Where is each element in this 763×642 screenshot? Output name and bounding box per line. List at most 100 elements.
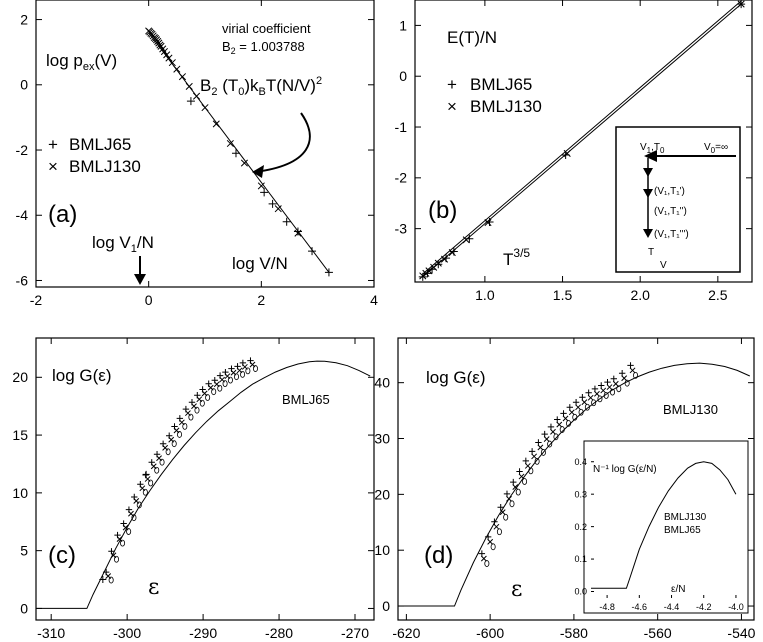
data-point-cross xyxy=(178,73,187,81)
data-point-plus xyxy=(194,392,201,399)
data-point-plus xyxy=(142,470,150,478)
y-tick-label: -6 xyxy=(16,272,29,288)
data-point-circle xyxy=(188,413,194,421)
data-point-cross xyxy=(556,421,563,428)
y-tick-label: 0.1 xyxy=(574,554,587,564)
data-point-circle xyxy=(211,388,217,396)
data-point-circle xyxy=(496,528,502,536)
inset-xlabel: ε/N xyxy=(671,584,685,595)
y-tick-label: 0 xyxy=(382,598,390,614)
data-point-circle xyxy=(515,488,521,496)
data-point-plus xyxy=(591,385,599,393)
x-tick-label: -4.4 xyxy=(664,602,680,612)
data-point-plus xyxy=(137,481,144,488)
data-point-circle xyxy=(509,500,515,508)
data-point-plus xyxy=(166,432,173,439)
x-tick-label: 2.0 xyxy=(630,287,650,303)
panel-b-inset: V1,T0 V0=∞ (V₁,T₁') (V₁,T₁'') (V₁,T₁''')… xyxy=(615,126,741,273)
panel-b: 1.0 1.5 2.0 2.5 1 0 -1 -2 -3 E(T)/N + BMLJ65 × B… xyxy=(395,0,753,303)
y-tick-label: 40 xyxy=(374,375,390,391)
data-point-circle xyxy=(120,539,126,547)
panel-d-frame xyxy=(397,337,755,621)
data-point-plus xyxy=(188,398,196,406)
panel-c: -310 -300 -290 -280 -270 0 5 10 15 20 log G(ε) BM… xyxy=(12,337,375,641)
data-point-circle xyxy=(126,528,132,535)
panel-b-label: (b) xyxy=(428,197,457,224)
legend-label-bmlj130: BMLJ130 xyxy=(69,157,141,176)
y-tick-label: 0 xyxy=(20,600,28,616)
legend-label-bmlj130: BMLJ130 xyxy=(470,97,542,116)
panel-a-xlabel: log V/N xyxy=(232,254,288,273)
data-point-cross xyxy=(163,51,171,59)
data-point-cross xyxy=(226,139,234,148)
data-point-cross xyxy=(257,182,265,190)
data-point-plus xyxy=(541,430,548,438)
data-point-circle xyxy=(547,440,553,448)
data-point-cross xyxy=(480,555,487,562)
data-point-plus xyxy=(516,468,523,475)
data-point-cross xyxy=(600,387,607,394)
data-point-cross xyxy=(487,538,494,545)
data-point-cross xyxy=(587,394,594,401)
data-point-circle xyxy=(578,408,584,416)
x-tick-label: -4.8 xyxy=(599,602,615,612)
data-point-plus xyxy=(176,415,184,422)
panel-c-ticks: -310 -300 -290 -280 -270 0 5 10 15 20 xyxy=(12,338,374,641)
inset-origin-label: V0=∞ xyxy=(704,142,728,155)
data-point-plus xyxy=(572,399,580,406)
x-tick-label: 1.0 xyxy=(475,287,495,303)
data-point-circle xyxy=(559,426,565,433)
legend-label-bmlj65: BMLJ65 xyxy=(69,135,131,154)
panel-c-series-label: BMLJ65 xyxy=(282,392,330,407)
inset-step-arrow-1 xyxy=(643,168,653,177)
data-point-cross xyxy=(434,259,442,267)
data-point-circle xyxy=(603,392,609,399)
inset-axis-v: V xyxy=(660,260,667,271)
data-point-circle xyxy=(597,395,603,403)
data-point-plus xyxy=(604,378,611,386)
panel-a-down-arrow-head xyxy=(134,274,146,285)
data-point-plus xyxy=(234,363,241,370)
panel-d-xlabel: ε xyxy=(511,577,522,602)
data-point-plus xyxy=(268,199,277,208)
data-point-circle xyxy=(503,513,509,521)
data-point-plus xyxy=(484,533,492,541)
y-tick-label: 0.2 xyxy=(574,522,587,532)
data-point-plus xyxy=(510,478,517,486)
data-point-plus xyxy=(228,365,235,372)
x-tick-label: -600 xyxy=(476,625,504,641)
panel-d-inset: -4.8 -4.6 -4.4 -4.2 -4.0 0.0 0.1 0.2 0.3 0.4 N⁻¹ … xyxy=(574,440,749,614)
panel-c-xlabel: ε xyxy=(148,575,159,600)
data-point-circle xyxy=(240,370,246,378)
x-tick-label: -4.2 xyxy=(696,602,712,612)
data-point-plus xyxy=(491,518,498,525)
data-point-circle xyxy=(171,440,177,448)
data-point-cross xyxy=(201,104,209,112)
data-point-cross xyxy=(512,484,519,491)
data-point-circle xyxy=(177,431,183,438)
data-point-plus xyxy=(547,423,555,431)
data-point-cross xyxy=(185,82,193,90)
panel-b-ylabel: E(T)/N xyxy=(447,28,497,47)
data-point-plus xyxy=(231,149,240,158)
inset-series-label-1: BMLJ130 xyxy=(664,512,707,523)
y-tick-label: 0.3 xyxy=(574,489,587,499)
data-point-plus xyxy=(598,382,605,389)
x-tick-label: -580 xyxy=(560,625,588,641)
panel-a-legend: + BMLJ65 × BMLJ130 xyxy=(48,135,141,176)
data-point-cross xyxy=(575,404,582,411)
panel-a-formula: B2 (T0)kBT(N/V)2 xyxy=(200,75,322,98)
data-point-cross xyxy=(160,47,168,56)
fit-line-2 xyxy=(422,0,742,275)
data-point-plus xyxy=(222,368,229,376)
data-point-plus xyxy=(528,448,536,455)
data-point-circle xyxy=(534,457,540,465)
data-point-cross xyxy=(524,462,531,469)
y-tick-label: 0 xyxy=(20,77,28,93)
data-point-cross xyxy=(581,399,588,406)
inset-series-label-2: BMLJ65 xyxy=(664,525,701,536)
legend-label-bmlj65: BMLJ65 xyxy=(470,75,532,94)
data-point-plus xyxy=(610,375,617,382)
data-point-plus xyxy=(99,576,107,584)
